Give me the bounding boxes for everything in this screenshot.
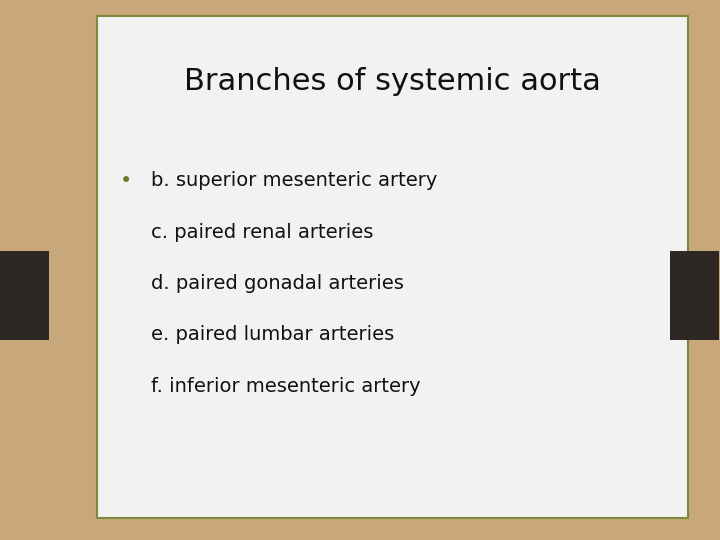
Text: •: •	[120, 171, 132, 191]
Text: f. inferior mesenteric artery: f. inferior mesenteric artery	[151, 376, 420, 396]
Text: c. paired renal arteries: c. paired renal arteries	[151, 222, 374, 242]
Text: b. superior mesenteric artery: b. superior mesenteric artery	[151, 171, 438, 191]
Text: e. paired lumbar arteries: e. paired lumbar arteries	[151, 325, 395, 345]
Text: Branches of systemic aorta: Branches of systemic aorta	[184, 68, 600, 97]
Text: d. paired gonadal arteries: d. paired gonadal arteries	[151, 274, 404, 293]
